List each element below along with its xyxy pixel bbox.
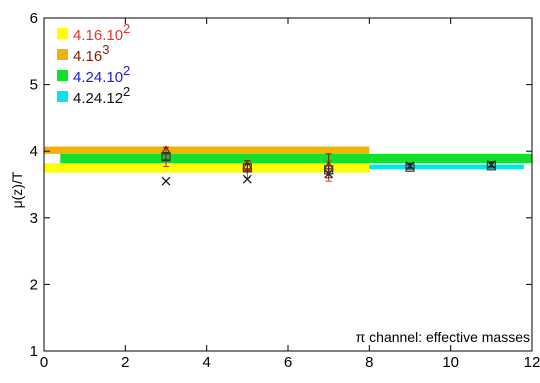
legend-label-2: 4.24.102 — [73, 63, 130, 86]
band-2 — [60, 153, 533, 164]
y-tick-label: 4 — [30, 143, 38, 160]
x-tick-label: 2 — [121, 354, 129, 371]
data-point-3-1 — [242, 163, 252, 173]
marker-cross — [161, 176, 171, 186]
x-tick-label: 4 — [202, 354, 210, 371]
marker-cross — [242, 174, 252, 184]
bands-layer — [44, 146, 533, 173]
data-point-3-4 — [486, 161, 496, 171]
marker-square — [324, 165, 334, 175]
data-point-3-0 — [161, 151, 171, 162]
legend-swatch-3 — [57, 91, 68, 102]
data-point-3-2 — [324, 165, 334, 175]
annotation-text: π channel: effective masses — [356, 329, 530, 345]
x-tick-label: 8 — [365, 354, 373, 371]
legend-label-1: 4.163 — [73, 42, 109, 65]
x-tick-label: 10 — [442, 354, 459, 371]
data-point-3-3 — [405, 162, 415, 172]
band-0 — [44, 163, 370, 173]
data-point-2-1 — [242, 174, 252, 184]
marker-square — [405, 162, 415, 172]
legend-label-3: 4.24.122 — [73, 84, 130, 107]
band-1 — [44, 146, 370, 154]
data-point-2-0 — [161, 176, 171, 186]
y-axis-label: μ(z)/T — [9, 171, 25, 208]
y-tick-label: 3 — [30, 210, 38, 227]
y-tick-label: 2 — [30, 276, 38, 293]
x-tick-label: 6 — [284, 354, 292, 371]
plot-frame — [43, 17, 533, 352]
y-tick-label: 5 — [30, 77, 38, 94]
marker-square — [486, 161, 496, 171]
y-tick-label: 1 — [30, 343, 38, 360]
marker-square — [242, 163, 252, 173]
x-tick-label: 0 — [40, 354, 48, 371]
legend-swatch-0 — [57, 28, 68, 39]
x-tick-label: 12 — [524, 354, 540, 371]
legend-swatch-2 — [57, 70, 68, 81]
marker-square — [161, 151, 171, 162]
legend-label-0: 4.16.102 — [73, 21, 130, 44]
legend-swatch-1 — [57, 49, 68, 60]
band-3 — [369, 164, 524, 170]
points-layer — [160, 145, 496, 186]
x-axis-label: z — [283, 378, 291, 383]
y-tick-label: 6 — [30, 10, 38, 27]
